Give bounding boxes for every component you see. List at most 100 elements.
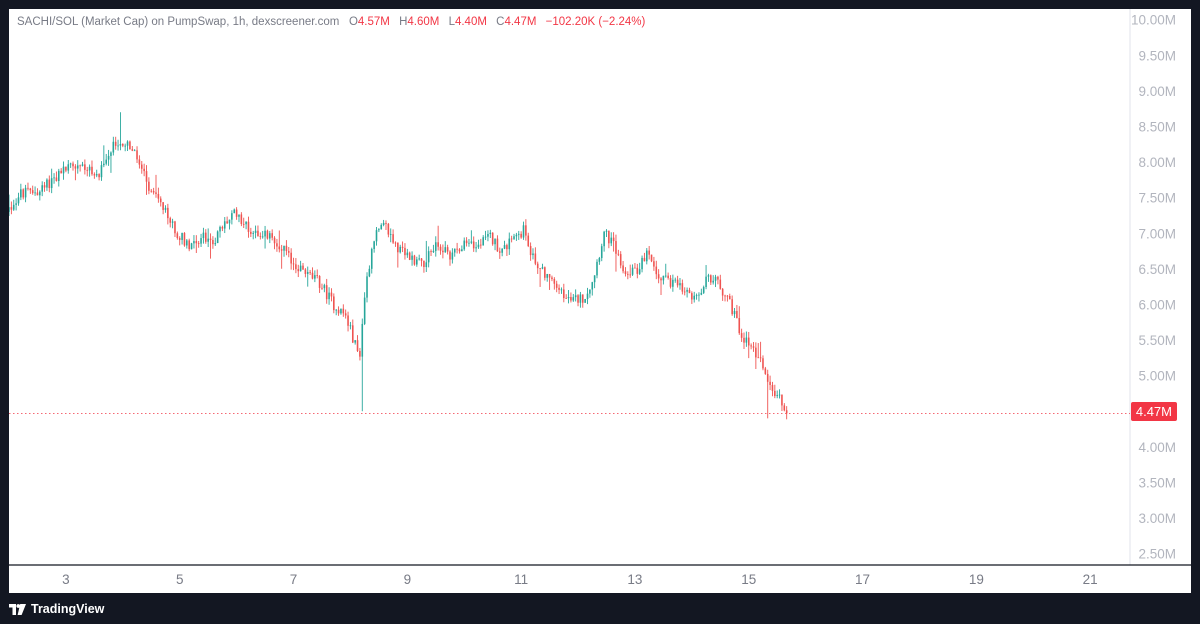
candle-body (617, 253, 620, 255)
candle-body (273, 237, 276, 244)
candle-body (375, 230, 378, 242)
candle-body (774, 390, 776, 397)
candle-body (446, 247, 449, 252)
y-tick-label: 8.50M (1138, 119, 1176, 134)
candle-body (337, 309, 340, 314)
candle-body (119, 144, 122, 146)
candle-body (600, 246, 603, 259)
candle-body (174, 221, 176, 234)
candle-body (190, 243, 193, 250)
price-chart[interactable]: 10.00M 9.50M 9.00M 8.50M 8.00M 7.50M 7.00M 6.50… (9, 9, 1191, 593)
candle-body (34, 192, 36, 194)
candle-body (622, 265, 624, 272)
candle-body (112, 141, 115, 153)
candle-body (41, 185, 43, 192)
candle-body (743, 337, 745, 343)
candle-body (579, 294, 582, 303)
candle-body (634, 267, 636, 269)
candle-body (731, 299, 733, 315)
y-tick-label: 9.00M (1138, 84, 1176, 99)
candle-body (494, 238, 496, 245)
candle-body (591, 282, 594, 290)
candle-body (553, 279, 556, 284)
candle-body (688, 289, 691, 294)
candle-body (574, 295, 577, 298)
candle-body (247, 221, 250, 232)
candle-body (498, 251, 501, 253)
candle-body (370, 248, 373, 269)
candle-body (624, 271, 627, 274)
symbol-title: SACHI/SOL (Market Cap) on PumpSwap, 1h, … (17, 16, 340, 28)
candle-body (27, 187, 29, 189)
candle-body (238, 214, 240, 217)
candle-body (278, 246, 281, 250)
candle-body (416, 259, 418, 265)
candle-body (361, 323, 364, 357)
candle-body (380, 224, 383, 230)
candle-body (721, 288, 724, 296)
candle-body (181, 232, 183, 240)
candle-body (532, 253, 534, 256)
candle-body (314, 275, 316, 279)
candle-body (176, 233, 179, 239)
candle-body (65, 166, 67, 171)
chart-legend: SACHI/SOL (Market Cap) on PumpSwap, 1h, … (17, 16, 645, 28)
candle-body (316, 275, 319, 276)
candle-body (404, 247, 406, 256)
candle-body (394, 242, 397, 244)
x-tick-label: 3 (62, 572, 70, 587)
candle-body (691, 293, 693, 300)
candle-body (693, 295, 696, 300)
candle-body (489, 232, 492, 234)
candle-body (418, 258, 420, 260)
candle-body (676, 279, 679, 286)
last-price-tag: 4.47M (1130, 402, 1177, 421)
candle-body (769, 381, 771, 385)
candle-body (347, 315, 349, 326)
candle-body (672, 279, 674, 287)
candle-body (114, 141, 117, 146)
candle-body (506, 245, 508, 250)
candle-body (513, 236, 515, 239)
candle-body (207, 238, 209, 242)
candle-body (216, 231, 219, 244)
candle-body (667, 275, 669, 278)
candle-body (15, 203, 17, 205)
candle-body (155, 192, 157, 194)
candle-body (392, 234, 394, 243)
candle-body (389, 234, 392, 235)
candle-body (750, 345, 752, 347)
candle-body (430, 251, 432, 253)
candle-body (57, 170, 60, 182)
candle-body (131, 149, 134, 151)
candle-body (759, 357, 762, 359)
candle-body (385, 222, 387, 224)
candle-body (387, 223, 390, 235)
candle-body (712, 280, 714, 283)
candle-body (323, 285, 326, 289)
tradingview-icon (9, 603, 26, 615)
candle-body (86, 169, 89, 171)
candle-body (477, 244, 480, 248)
candle-body (456, 248, 458, 250)
candle-body (287, 251, 290, 253)
x-tick-label: 13 (627, 572, 642, 587)
candle-body (484, 236, 487, 238)
low-key: L (448, 16, 455, 28)
candle-body (356, 340, 359, 351)
candle-body (465, 240, 468, 244)
candle-body (297, 269, 300, 272)
candle-body (757, 357, 760, 359)
candle-body (432, 250, 435, 253)
candle-body (167, 207, 169, 219)
candle-body (24, 187, 27, 198)
candle-body (50, 178, 53, 189)
candle-body (138, 159, 141, 165)
candle-body (669, 277, 672, 287)
candle-body (245, 221, 247, 225)
candle-body (107, 155, 110, 160)
x-tick-label: 11 (514, 572, 528, 587)
candle-body (442, 250, 444, 253)
tradingview-logo[interactable]: TradingView (9, 602, 104, 616)
candle-body (707, 275, 710, 277)
